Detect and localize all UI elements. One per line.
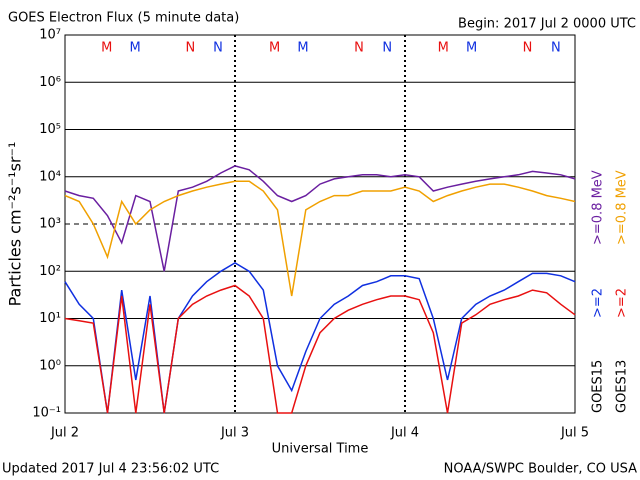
legend-entry: >=0.8 MeV (615, 170, 630, 245)
series-line (64, 180, 576, 297)
begin-label: Begin: 2017 Jul 2 0000 UTC (458, 17, 636, 32)
x-tick-label: Jul 5 (560, 426, 589, 441)
annotation: M (130, 41, 141, 56)
y-tick-label: 10⁶ (39, 75, 61, 90)
legend-entry: >=0.8 MeV (591, 170, 606, 245)
y-tick-label: 10⁴ (39, 169, 61, 184)
legend-entry: >=2 (615, 288, 630, 318)
annotation: M (269, 41, 280, 56)
annotation: M (438, 41, 449, 56)
y-tick-label: 10² (39, 264, 61, 279)
annotation: N (213, 41, 223, 56)
y-tick-label: 10⁷ (39, 28, 61, 43)
updated-label: Updated 2017 Jul 4 23:56:02 UTC (2, 462, 219, 477)
x-tick-label: Jul 3 (220, 426, 249, 441)
y-tick-label: 10³ (39, 217, 61, 232)
annotation: N (186, 41, 196, 56)
annotation: N (382, 41, 392, 56)
legend-satellite: GOES13 (615, 360, 630, 413)
source-label: NOAA/SWPC Boulder, CO USA (444, 462, 637, 477)
annotation: N (523, 41, 533, 56)
y-axis-label: Particles cm⁻²s⁻¹sr⁻¹ (6, 142, 25, 307)
x-axis-label: Universal Time (272, 442, 369, 457)
annotation: M (297, 41, 308, 56)
legend-entry: >=2 (591, 288, 606, 318)
plot-frame (64, 34, 576, 414)
y-tick-label: 10¹ (39, 311, 61, 326)
chart-title: GOES Electron Flux (5 minute data) (8, 11, 239, 26)
y-tick-label: 10⁰ (39, 358, 61, 373)
annotation: N (354, 41, 364, 56)
legend-satellite: GOES15 (591, 360, 606, 413)
y-tick-label: 10⁵ (39, 122, 61, 137)
annotation: M (466, 41, 477, 56)
series-line (64, 262, 576, 414)
annotation: M (101, 41, 112, 56)
annotation: N (551, 41, 561, 56)
series-line (64, 165, 576, 272)
series-line (64, 284, 576, 414)
x-tick-label: Jul 4 (390, 426, 419, 441)
y-tick-label: 10⁻¹ (32, 406, 61, 421)
x-tick-label: Jul 2 (50, 426, 79, 441)
